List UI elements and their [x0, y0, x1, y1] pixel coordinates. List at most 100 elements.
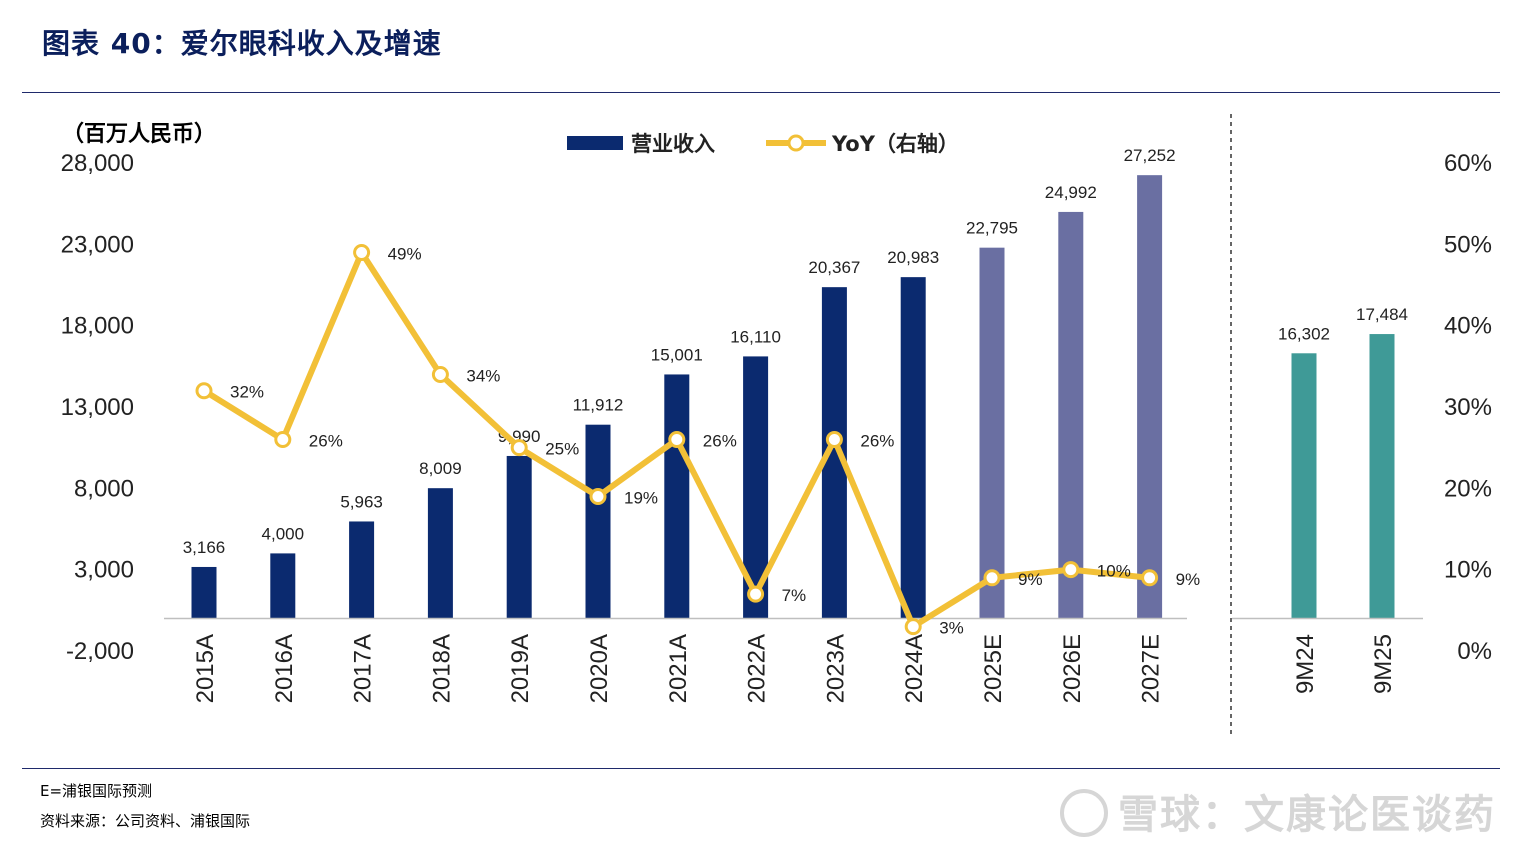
- yoy-line: 32% 26% 49% 34% 25% 19% 26% 7% 26% 3% 9% 10% 9%: [195, 243, 1201, 638]
- yoy-marker: [195, 382, 213, 400]
- revenue-value-label: 27,252: [1124, 146, 1176, 165]
- revenue-value-label: 17,484: [1356, 305, 1408, 324]
- left-tick-label: 23,000: [61, 231, 134, 258]
- revenue-bar: [506, 455, 532, 619]
- yoy-marker: [510, 439, 528, 457]
- category-label: 2019A: [507, 634, 534, 703]
- left-tick-label: 13,000: [61, 394, 134, 421]
- category-label: 2023A: [822, 634, 849, 703]
- revenue-bar: [585, 424, 611, 619]
- chart-title: 图表 40：爱尔眼科收入及增速: [42, 27, 442, 60]
- legend-yoy-marker: [787, 134, 805, 152]
- yoy-value-label: 7%: [782, 586, 807, 605]
- right-axis: 0% 10% 20% 30% 40% 50% 60%: [1444, 150, 1492, 665]
- left-tick-label: 8,000: [74, 475, 134, 502]
- revenue-value-label: 4,000: [262, 524, 305, 543]
- revenue-bar: [349, 521, 375, 619]
- left-tick-label: 3,000: [74, 557, 134, 584]
- left-tick-label: 28,000: [61, 150, 134, 177]
- category-label: 2026E: [1059, 634, 1086, 703]
- footer-rule: [22, 768, 1500, 769]
- right-tick-label: 10%: [1444, 557, 1492, 584]
- revenue-bar: [1369, 334, 1395, 619]
- revenue-value-label: 8,009: [419, 459, 462, 478]
- right-tick-label: 40%: [1444, 313, 1492, 340]
- category-labels: 2015A 2016A 2017A 2018A 2019A 2020A 2021A 2022A…: [192, 634, 1397, 703]
- revenue-labels: 3,1664,0005,9638,0099,99011,91215,00116,…: [183, 146, 1408, 557]
- right-tick-label: 0%: [1457, 638, 1492, 665]
- revenue-value-label: 20,367: [808, 258, 860, 277]
- snowball-logo-icon: [1060, 789, 1108, 837]
- revenue-value-label: 3,166: [183, 538, 226, 557]
- category-label: 2017A: [350, 634, 377, 703]
- yoy-value-label: 26%: [703, 432, 737, 451]
- watermark-text: 雪球：文康论医谈药: [1118, 792, 1496, 838]
- revenue-value-label: 15,001: [651, 345, 703, 364]
- yoy-marker: [1141, 569, 1159, 587]
- revenue-value-label: 11,912: [573, 396, 624, 415]
- yoy-value-label: 10%: [1097, 562, 1131, 581]
- yoy-marker: [983, 569, 1001, 587]
- category-label: 9M24: [1292, 634, 1319, 694]
- category-label: 2015A: [192, 634, 219, 703]
- yoy-marker: [904, 618, 922, 636]
- revenue-bar: [1058, 211, 1084, 619]
- unit-label: （百万人民币）: [62, 122, 217, 147]
- right-tick-label: 20%: [1444, 475, 1492, 502]
- yoy-marker: [747, 585, 765, 603]
- legend-revenue-swatch: [567, 136, 623, 150]
- legend-yoy-label: YoY（右轴）: [831, 132, 959, 156]
- yoy-value-label: 9%: [1018, 570, 1043, 589]
- left-tick-label: -2,000: [66, 638, 134, 665]
- yoy-marker: [668, 431, 686, 449]
- revenue-value-label: 16,110: [730, 327, 781, 346]
- yoy-value-label: 26%: [860, 432, 894, 451]
- legend-revenue-label: 营业收入: [631, 132, 715, 156]
- revenue-value-label: 24,992: [1045, 183, 1097, 202]
- watermark: 雪球：文康论医谈药: [1060, 782, 1496, 841]
- revenue-bar: [900, 277, 926, 619]
- category-label: 9M25: [1370, 634, 1397, 694]
- revenue-value-label: 20,983: [887, 248, 939, 267]
- yoy-marker: [589, 487, 607, 505]
- category-label: 2020A: [586, 634, 613, 703]
- category-label: 2021A: [665, 634, 692, 703]
- yoy-value-label: 32%: [230, 383, 264, 402]
- category-label: 2024A: [901, 634, 928, 703]
- revenue-bar: [427, 488, 453, 619]
- revenue-bar: [191, 566, 217, 619]
- yoy-value-label: 3%: [939, 619, 964, 638]
- yoy-value-label: 25%: [545, 440, 579, 459]
- yoy-marker: [353, 243, 371, 261]
- revenue-bars: [191, 175, 1395, 619]
- header-rule: [22, 92, 1500, 93]
- yoy-value-label: 49%: [388, 244, 422, 263]
- revenue-value-label: 22,795: [966, 219, 1018, 238]
- category-label: 2027E: [1138, 634, 1165, 703]
- category-label: 2025E: [980, 634, 1007, 703]
- yoy-marker: [431, 365, 449, 383]
- source-note: 资料来源：公司资料、浦银国际: [40, 812, 251, 830]
- right-tick-label: 30%: [1444, 394, 1492, 421]
- yoy-value-label: 19%: [624, 488, 658, 507]
- yoy-value-label: 9%: [1176, 570, 1201, 589]
- yoy-marker: [825, 431, 843, 449]
- category-label: 2018A: [428, 634, 455, 703]
- left-tick-label: 18,000: [61, 313, 134, 340]
- yoy-value-label: 26%: [309, 432, 343, 451]
- right-tick-label: 60%: [1444, 150, 1492, 177]
- right-tick-label: 50%: [1444, 231, 1492, 258]
- revenue-bar: [979, 247, 1005, 619]
- left-axis: -2,000 3,000 8,000 13,000 18,000 23,000 28,000: [61, 150, 134, 665]
- revenue-value-label: 5,963: [340, 492, 383, 511]
- yoy-marker: [1062, 561, 1080, 579]
- revenue-bar: [1137, 175, 1163, 619]
- yoy-value-label: 34%: [466, 366, 500, 385]
- revenue-bar: [270, 553, 296, 619]
- revenue-bar: [1291, 353, 1317, 619]
- revenue-bar: [664, 374, 690, 619]
- yoy-marker: [274, 431, 292, 449]
- revenue-value-label: 16,302: [1278, 324, 1330, 343]
- category-label: 2022A: [744, 634, 771, 703]
